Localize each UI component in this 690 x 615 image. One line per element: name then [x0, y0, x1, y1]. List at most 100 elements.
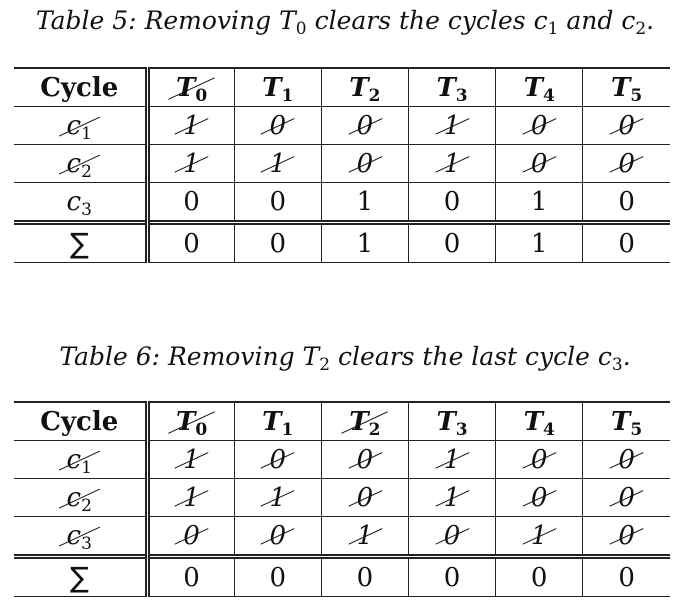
- struck-cell-value: 1: [527, 521, 552, 551]
- struck-cell-value: 0: [353, 483, 378, 513]
- column-var: T: [349, 72, 369, 103]
- cell-value: 0: [183, 186, 200, 217]
- cycle-var: c: [66, 482, 82, 513]
- struck-cell-value: 0: [614, 521, 639, 551]
- column-header: T3: [407, 68, 496, 107]
- struck-cell-value: 0: [614, 483, 639, 513]
- table-cell: 0: [495, 144, 583, 183]
- row-label: c3: [14, 516, 150, 557]
- table-5-caption: Table 5: Removing T0 clears the cycles c…: [0, 6, 690, 39]
- caption-label: Table 6:: [59, 342, 161, 371]
- struck-cell-value: 0: [353, 111, 378, 141]
- header-row: Cycle T0 T1 T2 T3 T4 T5: [14, 68, 670, 107]
- table-cell: 0: [495, 478, 583, 517]
- column-header: T0: [146, 402, 235, 441]
- struck-cell-value: 0: [614, 149, 639, 179]
- struck-cycle-label: c3: [63, 520, 96, 553]
- header-cycle-label: Cycle: [14, 402, 150, 441]
- cycle-label: c3: [63, 186, 96, 220]
- header-cycle-label: Cycle: [14, 68, 150, 107]
- column-var: T: [436, 406, 456, 437]
- sum-cell: 1: [320, 222, 409, 263]
- table-cell: 0: [582, 144, 670, 183]
- struck-column-label: T0: [172, 407, 211, 439]
- sum-value: 0: [183, 228, 200, 259]
- column-sub: 5: [630, 85, 643, 106]
- column-sub: 1: [281, 85, 294, 106]
- struck-cell-value: 1: [440, 111, 465, 141]
- table-cell: 0: [582, 516, 670, 557]
- sum-cell: 0: [495, 556, 583, 597]
- cell-value: 1: [356, 186, 374, 217]
- table-cell: 0: [320, 144, 409, 183]
- table-cell: 0: [233, 182, 322, 223]
- sum-value: 0: [183, 562, 200, 593]
- table-row: c3 0 0 1 0 1 0: [14, 516, 670, 557]
- cycle-var: c: [66, 520, 82, 551]
- cell-value: 1: [530, 186, 548, 217]
- column-header: T5: [582, 68, 670, 107]
- sum-row: ∑ 0 0 0 0 0 0: [14, 556, 670, 597]
- column-var: T: [262, 72, 282, 103]
- sum-value: 0: [530, 562, 548, 593]
- struck-cell-value: 1: [265, 149, 290, 179]
- column-sub: 5: [630, 419, 643, 440]
- struck-cell-value: 1: [179, 149, 204, 179]
- table-cell: 0: [320, 440, 409, 479]
- caption-text: Removing T: [167, 342, 320, 371]
- struck-cell-value: 0: [353, 445, 378, 475]
- column-var: T: [523, 406, 543, 437]
- sum-value: 1: [530, 228, 548, 259]
- table-cell: 0: [146, 516, 235, 557]
- cycle-var: c: [66, 148, 82, 179]
- column-header: T0: [146, 68, 235, 107]
- struck-column-label: T2: [345, 406, 384, 439]
- sum-cell: 0: [407, 222, 496, 263]
- cycle-sub: 3: [81, 199, 92, 220]
- table-cell: 0: [582, 182, 670, 223]
- struck-column-label: T0: [172, 72, 211, 106]
- sum-cell: 0: [582, 222, 670, 263]
- cycle-sub: 1: [81, 123, 92, 144]
- column-label: T5: [607, 407, 646, 440]
- sum-value: 0: [618, 228, 635, 259]
- column-header: T5: [582, 402, 670, 441]
- table-cell: 0: [233, 440, 322, 479]
- cycle-var: c: [66, 186, 82, 217]
- column-var: T: [175, 72, 196, 103]
- struck-cell-value: 1: [440, 483, 465, 513]
- table-cell: 1: [233, 478, 322, 517]
- column-sub: 2: [368, 85, 381, 106]
- struck-cell-value: 0: [527, 149, 552, 179]
- table-cell: 1: [407, 478, 496, 517]
- table-cell: 0: [582, 478, 670, 517]
- column-var: T: [436, 72, 456, 103]
- column-var: T: [349, 406, 369, 437]
- caption-sub2: 1: [547, 19, 559, 39]
- caption-label: Table 5:: [35, 6, 137, 35]
- column-label: T4: [520, 73, 559, 105]
- caption-tail: clears the last cycle c: [330, 342, 612, 371]
- column-sub: 1: [281, 419, 294, 440]
- struck-cell-value: 1: [265, 483, 290, 513]
- caption-mid: and c: [558, 6, 636, 35]
- struck-cell-value: 0: [265, 445, 290, 475]
- sum-cell: 0: [233, 222, 322, 263]
- row-label: c1: [14, 106, 150, 145]
- sum-cell: 0: [233, 556, 322, 597]
- column-header: T3: [407, 402, 496, 441]
- table-row: c1 1 0 0 1 0 0: [14, 106, 670, 145]
- caption-sub3: 2: [635, 19, 647, 39]
- cell-value: 0: [618, 186, 635, 217]
- struck-cell-value: 0: [179, 521, 204, 551]
- sum-cell: 0: [582, 556, 670, 597]
- sum-row: ∑ 0 0 1 0 1 0: [14, 222, 670, 263]
- table-cell: 0: [233, 516, 322, 557]
- struck-cell-value: 0: [265, 521, 290, 551]
- cycle-sub: 2: [81, 161, 92, 182]
- struck-cell-value: 1: [179, 445, 204, 475]
- column-sub: 0: [195, 85, 208, 106]
- caption-end: .: [622, 342, 631, 371]
- table-row: c3 0 0 1 0 1 0: [14, 182, 670, 223]
- caption-sub: 2: [319, 355, 331, 375]
